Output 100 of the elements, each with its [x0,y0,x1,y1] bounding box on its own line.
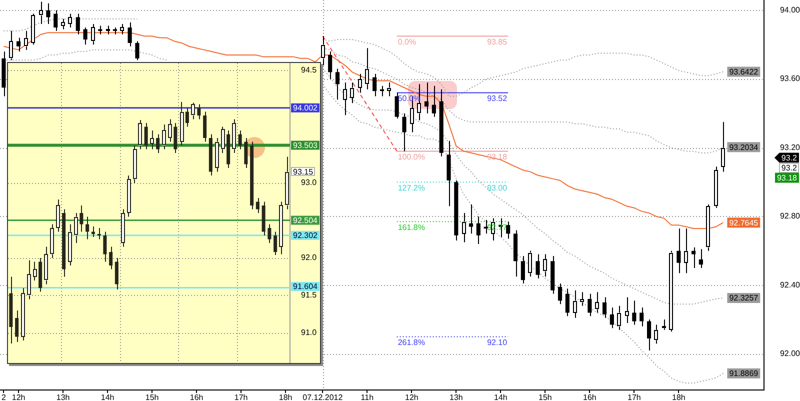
data-label: 92.10 [487,338,508,347]
candlestick [150,130,154,150]
x-tick-label: 15h [145,393,159,401]
series-label: 261.8% [398,338,425,347]
candlestick [232,118,236,154]
candlestick [714,166,718,208]
series-label: 100.0% [398,152,425,162]
series-label: 161.8% [398,222,425,232]
y-tick-label: 92.00 [780,349,800,358]
candlestick [68,13,73,28]
candlestick [624,296,629,324]
data-label: 93.52 [487,94,508,103]
x-tick-label: 15h [538,393,552,401]
candlestick [387,82,392,97]
candlestick [9,30,14,61]
y-tick-label: 91.0 [301,328,318,338]
candlestick [144,122,148,150]
candlestick [350,82,354,104]
candlestick [654,324,658,344]
candlestick [156,134,160,154]
data-label: 91.8869 [729,369,759,378]
candlestick [358,73,362,94]
series-label: 0.0% [398,37,416,46]
candlestick [476,216,480,244]
x-tick-label: 14h [100,393,114,401]
candlestick [662,319,666,330]
candlestick [320,36,325,66]
candlestick [372,73,377,97]
x-tick-label: 18h [672,393,686,401]
candlestick [646,319,652,351]
x-tick-label: 13h [56,393,70,401]
candlestick [721,121,726,172]
annotation: 93.15 [293,167,314,176]
candlestick [97,228,101,240]
candlestick [640,307,644,327]
data-label: 92.7645 [729,218,759,228]
candlestick [528,250,532,278]
x-tick-label: 12h [404,393,418,401]
x-tick-label: 12h [12,393,26,401]
y-tick-label: 93.20 [780,142,800,152]
candlestick [468,204,474,234]
y-tick-label: 93.60 [780,74,800,84]
candlestick [114,258,118,290]
candlestick [256,198,260,214]
data-label: 93.00 [487,183,508,192]
candlestick [31,13,36,46]
data-label: 92.3257 [729,294,759,303]
candlestick [402,112,406,152]
x-tick-label: 13h [449,393,463,401]
candlestick [543,254,548,278]
y-tick-label: 94.00 [780,6,800,15]
data-label: 93.2034 [729,142,759,152]
candlestick [342,82,347,116]
candlestick [335,68,340,100]
candlestick [197,104,201,120]
x-tick-label: 16h [190,393,204,401]
x-tick-label: 17h [628,393,641,401]
candlestick [76,13,80,35]
candlestick [46,2,50,25]
candlestick [50,224,54,258]
candlestick [580,292,584,306]
ref-line-label: 94.002 [293,104,318,113]
candlestick [617,305,622,330]
candlestick [610,307,614,329]
candlestick [676,228,681,274]
candlestick [103,231,107,262]
candlestick [684,228,688,274]
x-tick-label: 16h [583,393,596,401]
ref-line-label: 93.503 [293,140,318,150]
candlestick [520,255,525,284]
x-tick-label: 07.12.2012 [302,393,344,401]
candlestick [394,92,399,120]
candlestick [191,102,195,120]
y-tick-label: 92.0 [301,253,318,262]
text: 93.2 [781,163,798,172]
candlestick [61,18,66,30]
candlestick [506,221,510,240]
candlestick [595,292,600,314]
y-tick-label: 92.40 [780,280,800,290]
ref-line-label: 92.504 [293,216,318,225]
candlestick [54,10,58,32]
y-tick-label: 92.80 [780,212,800,221]
x-tick-label: 18h [278,393,292,401]
candlestick [669,250,674,332]
candlestick [432,85,436,118]
y-tick-label: 91.5 [301,290,318,300]
candlestick [83,26,88,46]
candlestick [38,1,43,25]
data-label: 93.85 [487,37,508,46]
x-tick-label: 2 [1,393,6,401]
candlestick [328,51,332,80]
candlestick [365,48,370,90]
candlestick [691,246,696,269]
candlestick [44,246,48,285]
text: 93.2 [781,153,798,162]
ref-line-label: 92.302 [293,231,318,240]
candlestick [536,254,540,279]
x-tick-label: 14h [494,393,508,401]
candlestick [135,40,140,61]
y-tick-label: 93.0 [301,178,318,188]
